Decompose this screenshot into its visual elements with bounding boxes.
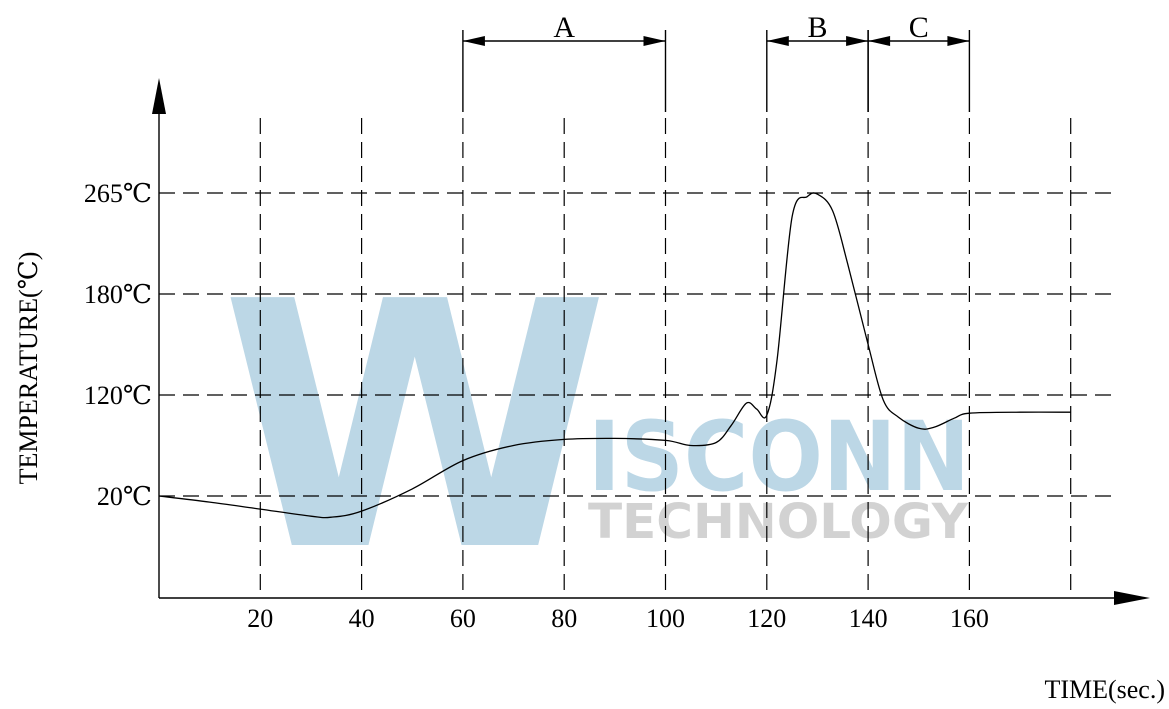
x-tick-label: 140 xyxy=(849,604,888,633)
x-axis-arrow xyxy=(1114,591,1150,605)
y-tick-label: 120℃ xyxy=(84,381,152,410)
zone-arrow-left xyxy=(766,36,789,46)
x-tick-label: 160 xyxy=(950,604,989,633)
y-tick-label: 20℃ xyxy=(97,482,152,511)
zone-label: C xyxy=(909,11,929,44)
x-tick-label: 40 xyxy=(349,604,375,633)
zone-arrow-right xyxy=(643,36,666,46)
x-tick-label: 60 xyxy=(450,604,476,633)
zone-label: A xyxy=(553,11,575,44)
temperature-curve xyxy=(158,192,1071,519)
x-axis-label: TIME(sec.) xyxy=(1044,675,1165,704)
x-tick-label: 120 xyxy=(747,604,786,633)
zone-arrow-right xyxy=(846,36,869,46)
watermark-word: ISCONN xyxy=(588,401,970,513)
y-tick-label: 265℃ xyxy=(84,179,152,208)
watermark-letter: W xyxy=(220,230,610,626)
watermark: W ISCONN TECHNOLOGY xyxy=(220,230,970,626)
zone-arrow-left xyxy=(868,36,891,46)
zone-arrow-right xyxy=(947,36,970,46)
zone-label: B xyxy=(807,11,827,44)
tick-labels: 20 40 60 80 100 120 140 160 20℃ 120℃ 180℃ 265℃ xyxy=(84,179,989,633)
series-layer xyxy=(158,192,1071,519)
zone-markers: A B C xyxy=(462,11,971,112)
zone-arrow-left xyxy=(462,36,485,46)
grid-lines xyxy=(159,118,1115,597)
x-tick-label: 80 xyxy=(551,604,577,633)
axes xyxy=(152,78,1150,605)
x-tick-label: 20 xyxy=(247,604,273,633)
y-tick-label: 180℃ xyxy=(84,280,152,309)
watermark-subword: TECHNOLOGY xyxy=(588,494,969,550)
y-axis-label: TEMPERATURE(℃) xyxy=(14,252,43,485)
y-axis-arrow xyxy=(152,78,166,114)
x-tick-label: 100 xyxy=(646,604,685,633)
